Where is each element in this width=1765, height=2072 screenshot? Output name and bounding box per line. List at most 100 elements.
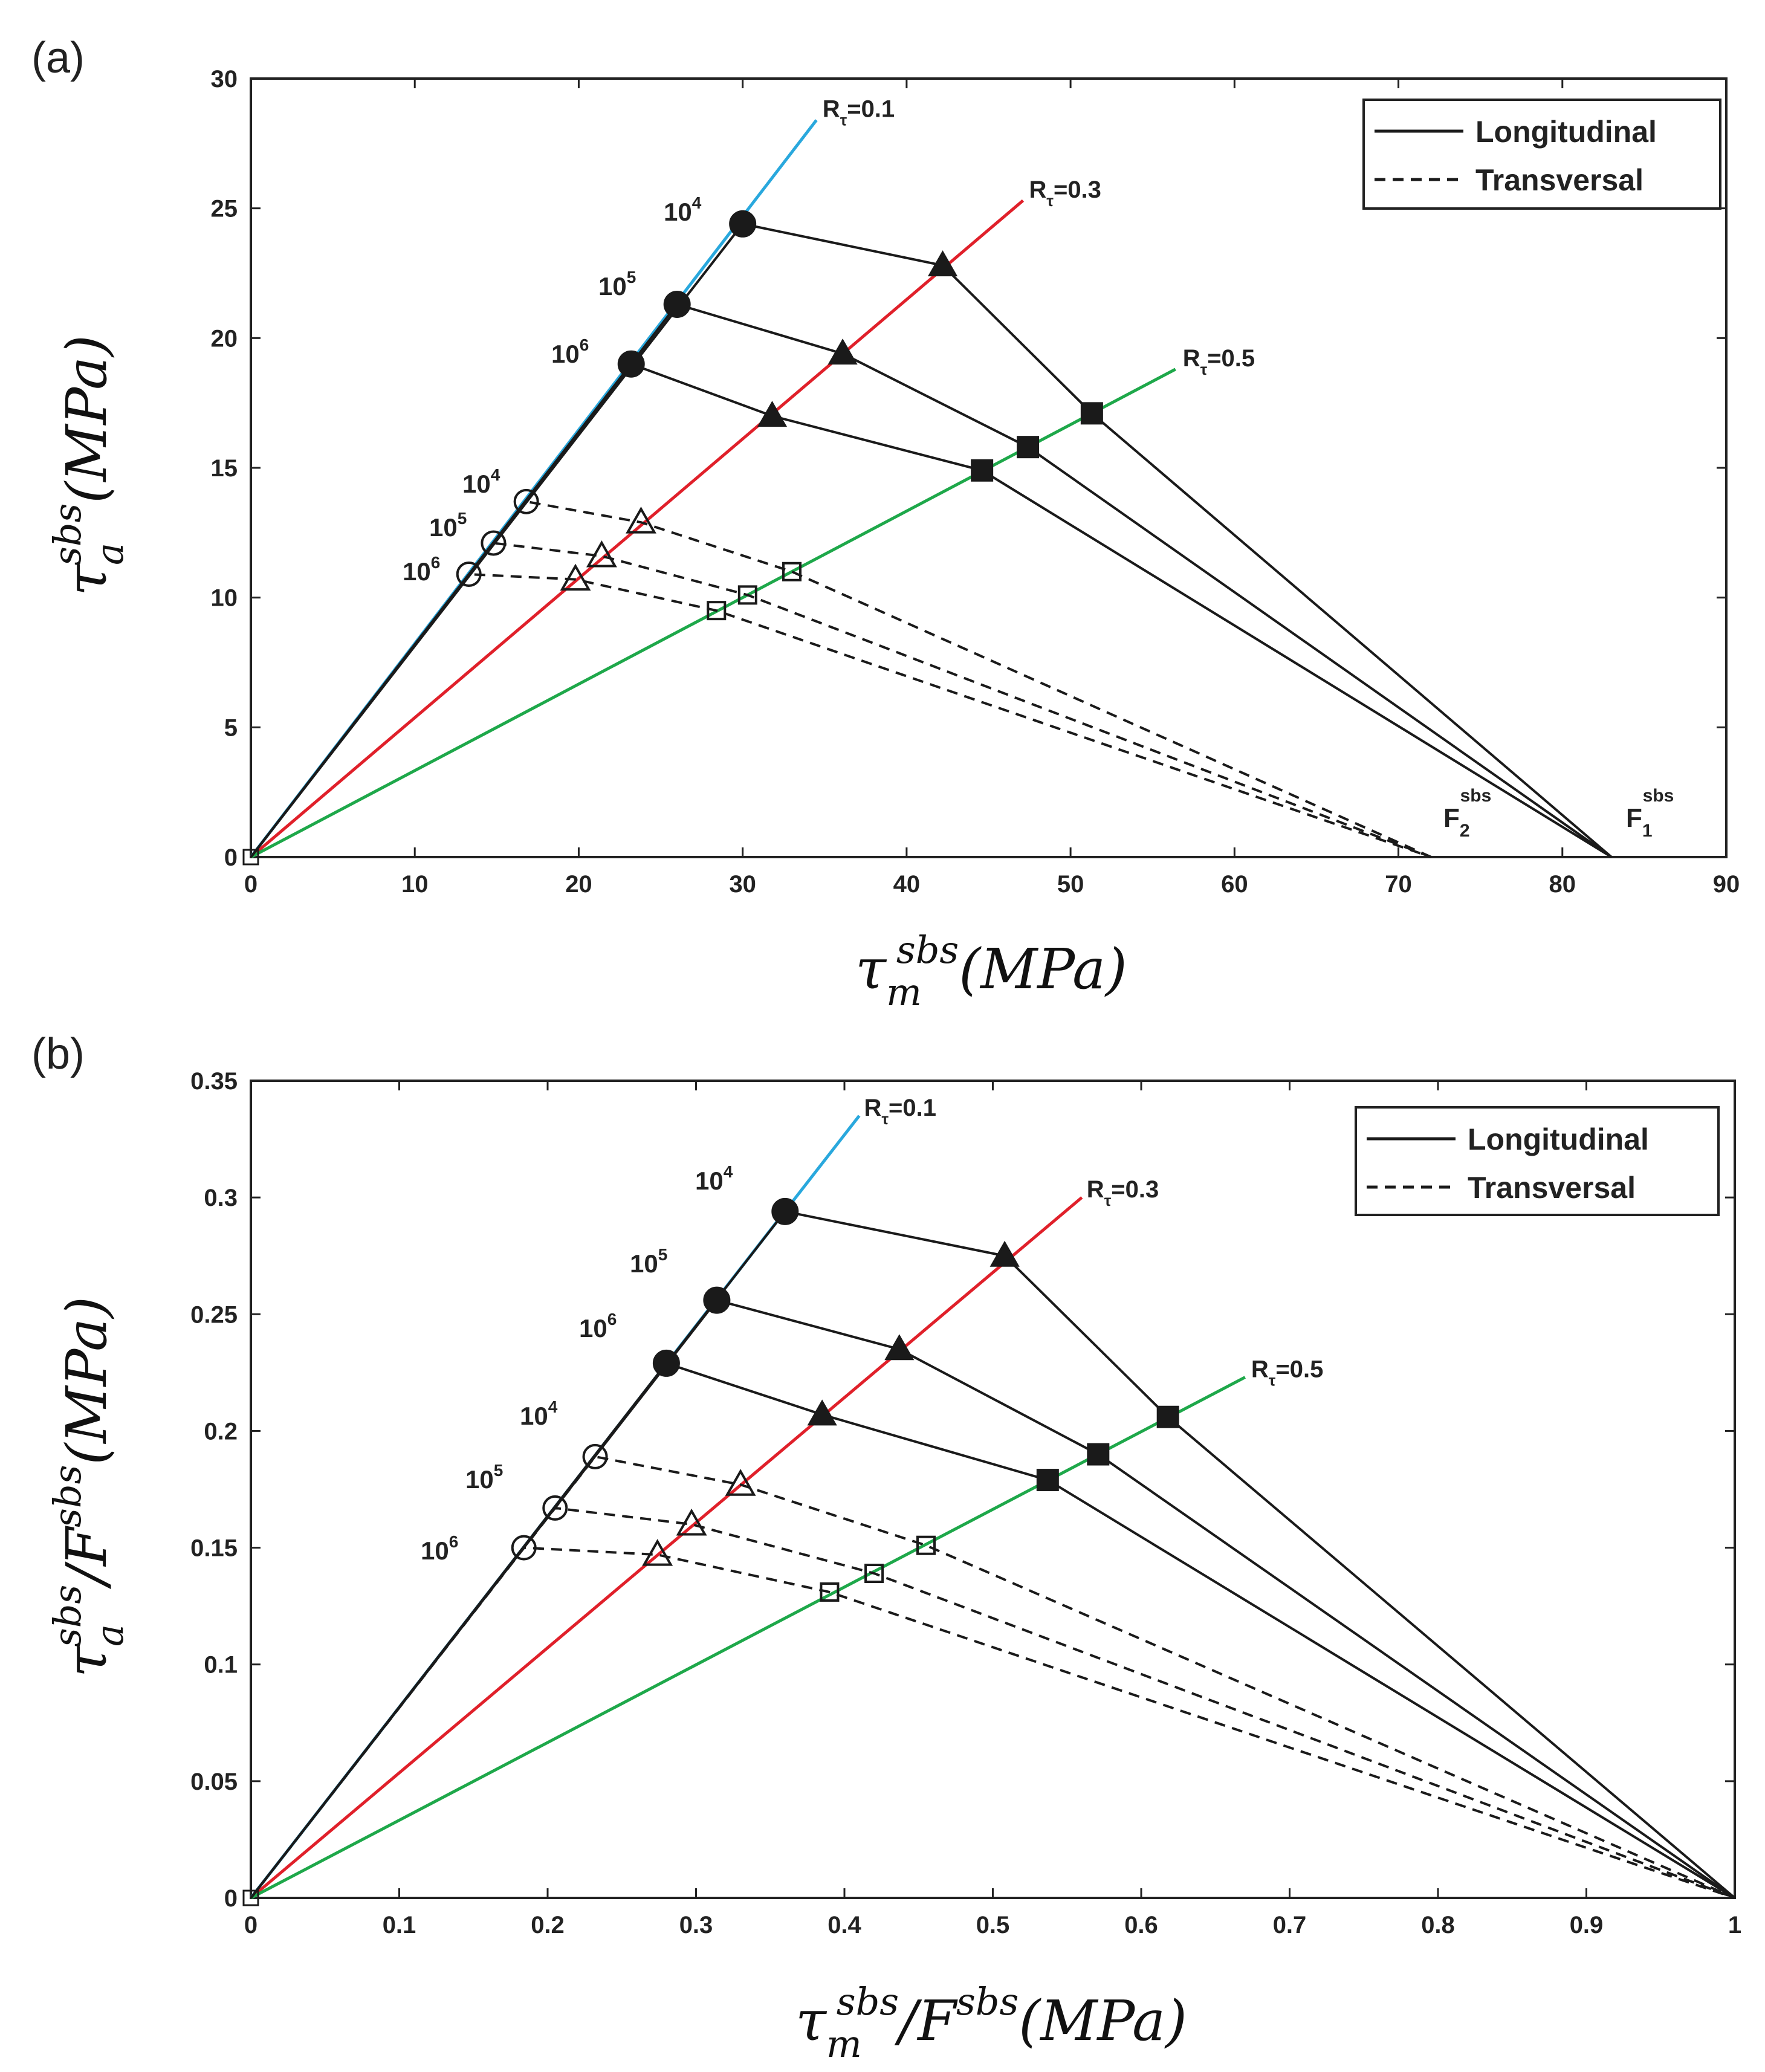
marker-square — [1087, 1443, 1110, 1466]
x-title-sub: m — [886, 970, 922, 1014]
marker-triangle — [626, 507, 656, 534]
series-line-2 — [250, 1362, 1736, 1899]
x-tick-label: 0 — [244, 871, 257, 898]
x-tick-label: 0.7 — [1273, 1912, 1307, 1938]
intercept-label-1: F2 sbs — [1443, 786, 1491, 841]
y-tick-label: 0.1 — [204, 1652, 238, 1679]
legend-label: Longitudinal — [1475, 115, 1657, 149]
r-label-name: R — [1251, 1356, 1269, 1383]
x-tick-label: 10 — [401, 871, 429, 898]
cycle-label-exp: 4 — [548, 1397, 558, 1416]
legend: Longitudinal Transversal — [1355, 1106, 1720, 1216]
intercept-sub: 1 — [1642, 821, 1653, 841]
series-line-5 — [250, 572, 1432, 858]
y-title-sup2: sbs — [45, 1465, 89, 1527]
cycle-label-base: 10 — [664, 198, 692, 226]
r-label-sub: τ — [840, 111, 847, 129]
series-line-3 — [250, 1455, 1735, 1899]
r-label-name: R — [864, 1095, 882, 1121]
r-label-0: Rτ=0.1 — [823, 96, 895, 129]
r-line-1 — [250, 1196, 1083, 1899]
marker-triangle — [560, 563, 591, 591]
r-label-name: R — [1029, 176, 1046, 203]
x-title-slash: /F — [894, 1989, 958, 2053]
x-tick-label: 0.6 — [1124, 1912, 1158, 1938]
cycle-label-exp: 6 — [431, 553, 441, 572]
marker-square — [707, 601, 727, 621]
intercept-label-0: F1 sbs — [1626, 786, 1674, 841]
chart-panel-b: (b)0 0.1 0.2 0.3 0.4 0.5 0.6 0.7 0.8 0.9 100.050.1… — [31, 1030, 1741, 2066]
cycle-label-exp: 6 — [580, 335, 589, 354]
cycle-label-3: 104 — [462, 465, 500, 498]
x-title-sup: sbs — [837, 1980, 899, 2024]
legend-label: Transversal — [1475, 163, 1644, 197]
cycle-label-base: 10 — [465, 1465, 494, 1494]
x-title-tail: (MPa) — [959, 937, 1127, 1002]
r-line-2 — [250, 1376, 1246, 1900]
r-label-value: =0.3 — [1054, 176, 1101, 203]
marker-circle — [481, 530, 507, 556]
marker-circle — [456, 562, 482, 588]
marker-square — [782, 562, 802, 581]
r-label-value: =0.3 — [1111, 1176, 1159, 1203]
cycle-label-4: 105 — [429, 509, 467, 542]
intercept-name: F — [1626, 803, 1642, 833]
marker-square — [1156, 1405, 1179, 1428]
legend-label: Longitudinal — [1468, 1122, 1649, 1156]
marker-square — [864, 1564, 884, 1584]
y-tick-label: 5 — [224, 714, 238, 741]
cycle-label-5: 106 — [403, 553, 440, 586]
series-line-1 — [250, 1298, 1736, 1899]
legend-box — [1355, 1106, 1720, 1216]
x-title-sub: m — [826, 2022, 862, 2066]
cycle-label-base: 10 — [579, 1314, 607, 1342]
y-tick-label: 20 — [211, 325, 238, 352]
y-title-sub: a — [88, 543, 132, 565]
cycle-label-base: 10 — [695, 1167, 724, 1195]
cycle-label-base: 10 — [630, 1249, 658, 1278]
marker-triangle — [807, 1399, 837, 1426]
x-tick-label: 0.2 — [531, 1912, 565, 1938]
x-tick-label: 0.3 — [679, 1912, 713, 1938]
cycle-label-2: 106 — [579, 1310, 617, 1342]
r-label-sub: τ — [1104, 1191, 1112, 1209]
legend-label: Transversal — [1468, 1171, 1636, 1205]
cycle-label-base: 10 — [598, 272, 627, 300]
legend-box — [1362, 99, 1721, 210]
x-tick-label: 0.1 — [383, 1912, 416, 1938]
marker-triangle — [827, 338, 858, 365]
r-label-name: R — [1183, 345, 1200, 372]
marker-square — [971, 459, 994, 482]
x-tick-label: 90 — [1713, 871, 1740, 898]
y-tick-label: 25 — [211, 196, 238, 222]
marker-square — [1080, 402, 1103, 425]
cycle-label-exp: 4 — [491, 465, 500, 484]
r-label-sub: τ — [881, 1110, 889, 1128]
intercept-sup: sbs — [1460, 786, 1492, 806]
cycle-label-base: 10 — [403, 557, 431, 586]
r-label-value: =0.1 — [889, 1095, 936, 1121]
cycle-label-base: 10 — [421, 1536, 449, 1565]
marker-square — [737, 585, 757, 605]
r-label-1: Rτ=0.3 — [1029, 176, 1101, 210]
r-label-2: Rτ=0.5 — [1183, 345, 1255, 378]
r-line-1 — [250, 199, 1025, 858]
x-tick-label: 70 — [1385, 871, 1412, 898]
y-title-sup: sbs — [45, 503, 89, 566]
cycle-label-1: 105 — [630, 1245, 667, 1278]
x-tick-label: 30 — [729, 871, 756, 898]
y-title-sub: a — [88, 1624, 132, 1646]
marker-triangle — [884, 1334, 915, 1361]
intercept-name: F — [1443, 803, 1460, 833]
series-line-4 — [250, 1506, 1735, 1899]
y-tick-label: 10 — [211, 585, 238, 612]
panel-label: (b) — [31, 1030, 85, 1078]
marker-square — [916, 1535, 936, 1555]
marker-circle — [652, 1349, 680, 1377]
y-tick-label: 0.2 — [204, 1418, 238, 1445]
y-tick-label: 0.15 — [190, 1535, 238, 1562]
marker-circle — [513, 488, 539, 514]
x-tick-label: 0.9 — [1570, 1912, 1604, 1938]
cycle-label-exp: 5 — [494, 1461, 504, 1480]
